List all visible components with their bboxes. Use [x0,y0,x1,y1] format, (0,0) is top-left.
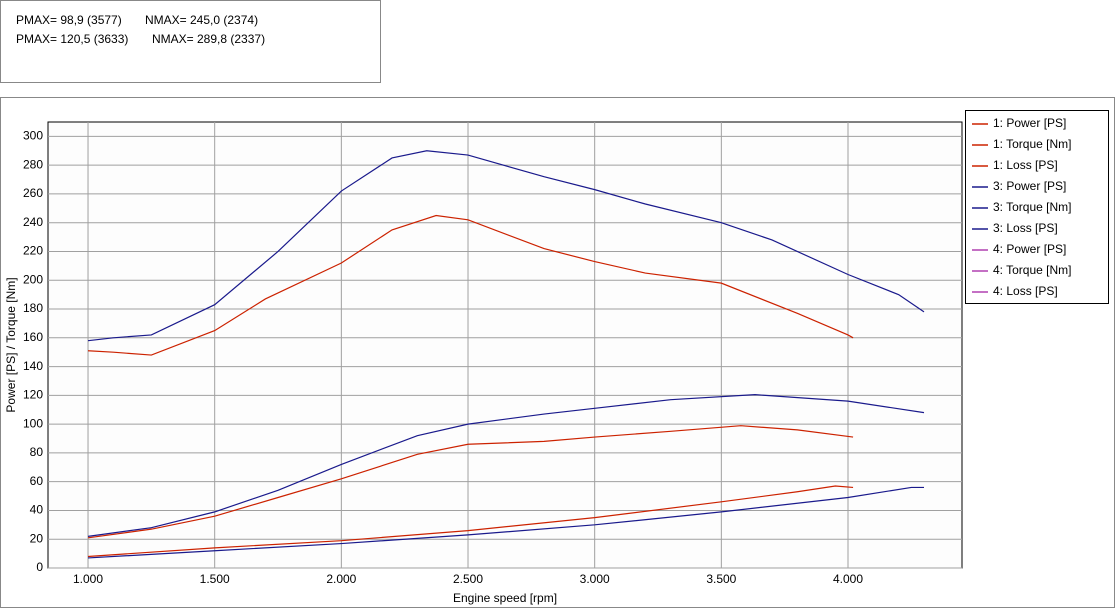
y-tick-label: 60 [30,474,44,488]
y-tick-label: 20 [30,531,44,545]
x-tick-label: 2.500 [453,572,483,586]
x-tick-label: 2.000 [326,572,356,586]
header-box [0,0,381,83]
legend-label: 3: Loss [PS] [993,221,1058,235]
x-tick-label: 3.500 [706,572,736,586]
header-text: NMAX= 245,0 (2374) [145,13,258,27]
x-tick-label: 1.500 [200,572,230,586]
y-tick-label: 120 [23,388,43,402]
legend-label: 3: Torque [Nm] [993,200,1071,214]
line [87,150,925,342]
y-tick-label: 240 [23,215,43,229]
header-text: NMAX= 289,8 (2337) [152,32,265,46]
legend-label: 4: Torque [Nm] [993,263,1071,277]
y-tick-label: 220 [23,244,43,258]
y-tick-label: 260 [23,186,43,200]
legend-label: 4: Loss [PS] [993,284,1058,298]
legend-label: 3: Power [PS] [993,179,1066,193]
legend-label: 1: Loss [PS] [993,158,1058,172]
legend [965,110,1109,304]
legend-label: 4: Power [PS] [993,242,1066,256]
y-tick-label: 180 [23,301,43,315]
x-tick-label: 4.000 [833,572,863,586]
line [87,214,854,356]
line [87,486,925,559]
y-tick-label: 0 [36,560,43,574]
y-tick-label: 280 [23,157,43,171]
header-text: PMAX= 98,9 (3577) [16,13,122,27]
legend-label: 1: Torque [Nm] [993,137,1071,151]
y-tick-label: 40 [30,503,44,517]
y-axis-label: Power [PS] / Torque [Nm] [4,277,18,412]
line [87,425,854,539]
y-tick-label: 100 [23,416,43,430]
header-text: PMAX= 120,5 (3633) [16,32,128,46]
legend-label: 1: Power [PS] [993,116,1066,130]
y-tick-label: 200 [23,272,43,286]
y-tick-label: 300 [23,129,43,143]
x-tick-label: 1.000 [73,572,103,586]
line [87,485,854,558]
plot-area [47,121,963,569]
y-tick-label: 140 [23,359,43,373]
x-axis-label: Engine speed [rpm] [453,591,557,605]
line [87,394,925,537]
y-tick-label: 80 [30,445,44,459]
y-tick-label: 160 [23,330,43,344]
x-tick-label: 3.000 [580,572,610,586]
